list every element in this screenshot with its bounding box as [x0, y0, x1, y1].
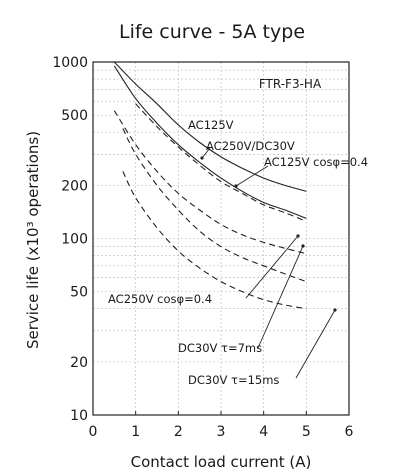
x-tick-label: 1 [131, 424, 140, 440]
x-tick-label: 6 [345, 424, 354, 440]
y-tick-label: 500 [61, 108, 88, 124]
y-tick-label: 50 [70, 285, 88, 301]
x-tick-label: 4 [259, 424, 268, 440]
series-label: DC30V τ=7ms [178, 341, 262, 355]
curve-ac125v [113, 61, 307, 192]
curve-ac250v-cos04 [113, 110, 307, 255]
annotation-arrow-tip [333, 308, 337, 312]
annotation-leader-line [257, 245, 304, 349]
annotation-arrow-tip [200, 156, 204, 160]
y-axis-label: Service life (x10³ operations) [24, 131, 42, 349]
y-tick-label: 10 [70, 408, 88, 424]
y-tick-label: 100 [61, 232, 88, 248]
x-tick-label: 0 [89, 424, 98, 440]
y-tick-label: 200 [61, 178, 88, 194]
annotation-arrow-tip [296, 234, 300, 238]
curve-layer [113, 61, 307, 310]
x-tick-label: 3 [217, 424, 226, 440]
annotation-layer: AC125V AC250V/DC30V AC125V cosφ=0.4 AC250V … [108, 118, 368, 387]
y-tick-label: 20 [70, 355, 88, 371]
annotation-leader-line [295, 309, 336, 379]
chart-title: Life curve - 5A type [119, 21, 305, 43]
curve-ac125v-cos04 [135, 103, 307, 222]
curve-dc30v-tau7 [122, 128, 307, 283]
x-tick-label: 2 [174, 424, 183, 440]
grid-layer [93, 62, 349, 415]
x-axis-label: Contact load current (A) [131, 453, 312, 471]
series-label: AC250V cosφ=0.4 [108, 292, 212, 306]
annotation-leader-line [245, 235, 299, 299]
annotation-arrow-tip [301, 244, 305, 248]
curve-dc30v-tau15 [122, 171, 307, 310]
tick-layer: 0 1 2 3 4 5 6 10 20 50 100 200 500 1000 [52, 55, 353, 440]
curve-ac250v-dc30v [113, 65, 307, 219]
model-label: FTR-F3-HA [259, 77, 322, 91]
annotation-arrow-tip [234, 184, 238, 188]
annotation-leader-line [201, 147, 211, 159]
series-label: AC250V/DC30V [206, 139, 295, 153]
series-label: AC125V cosφ=0.4 [264, 155, 368, 169]
annotation-leader-line [235, 165, 269, 187]
series-label: DC30V τ=15ms [188, 373, 279, 387]
x-tick-label: 5 [302, 424, 311, 440]
y-tick-label: 1000 [52, 55, 88, 71]
series-label: AC125V [188, 118, 234, 132]
